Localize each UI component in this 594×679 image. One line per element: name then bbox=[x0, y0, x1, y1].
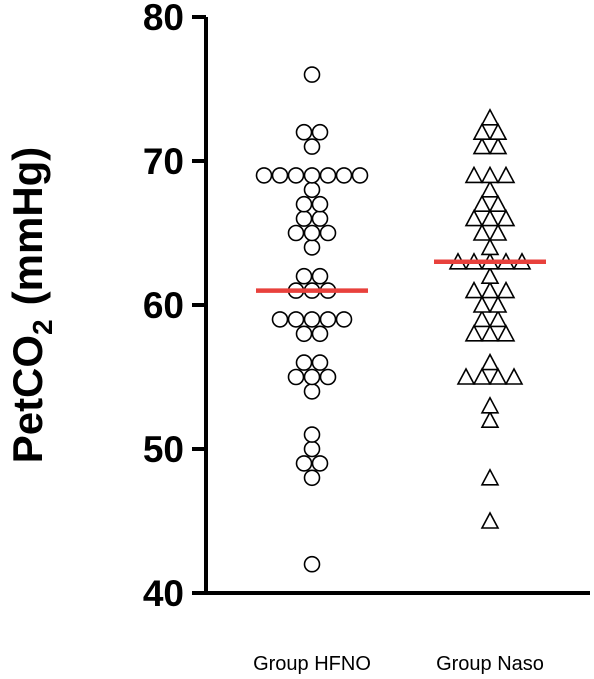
hfno-point bbox=[319, 368, 337, 386]
naso-point bbox=[496, 280, 516, 299]
hfno-point bbox=[311, 195, 329, 213]
hfno-point bbox=[287, 224, 305, 242]
naso-point bbox=[480, 237, 500, 256]
naso-point bbox=[480, 165, 500, 184]
naso-point bbox=[472, 367, 492, 385]
hfno-point bbox=[271, 311, 289, 328]
naso-point bbox=[480, 396, 500, 414]
naso-point bbox=[464, 165, 484, 184]
naso-point bbox=[464, 280, 484, 299]
hfno-point bbox=[295, 267, 313, 285]
hfno-point bbox=[303, 440, 321, 458]
hfno-point bbox=[303, 426, 321, 443]
hfno-point bbox=[335, 311, 353, 328]
hfno-point bbox=[295, 210, 313, 227]
hfno-point bbox=[287, 167, 305, 184]
hfno-point bbox=[351, 167, 369, 184]
y-tick-label: 70 bbox=[143, 141, 184, 182]
naso-point bbox=[472, 295, 492, 313]
naso-point bbox=[488, 122, 508, 140]
hfno-point bbox=[311, 325, 329, 343]
svg-text:PetCO2(mmHg): PetCO2 (mmHg) bbox=[4, 147, 58, 464]
naso-point bbox=[488, 295, 508, 313]
hfno-point bbox=[303, 311, 321, 328]
naso-point bbox=[480, 266, 500, 285]
naso-point bbox=[464, 208, 484, 227]
y-axis-label-subscript: 2 bbox=[27, 319, 58, 335]
data-points bbox=[255, 66, 532, 573]
naso-point bbox=[480, 410, 500, 429]
axes bbox=[204, 17, 590, 595]
hfno-point bbox=[303, 239, 321, 256]
naso-point bbox=[480, 180, 500, 198]
category-labels: Group HFNO Group Naso bbox=[253, 653, 544, 675]
hfno-point bbox=[295, 325, 313, 343]
naso-point bbox=[496, 208, 516, 227]
hfno-point bbox=[303, 368, 321, 386]
naso-point bbox=[480, 108, 500, 126]
naso-point bbox=[480, 208, 500, 227]
hfno-point bbox=[335, 167, 353, 184]
naso-point bbox=[480, 352, 500, 371]
hfno-point bbox=[271, 167, 289, 184]
y-tick-label: 60 bbox=[143, 285, 184, 326]
hfno-point bbox=[303, 469, 321, 487]
naso-point bbox=[472, 122, 492, 140]
y-tick-label: 80 bbox=[143, 0, 184, 38]
hfno-point bbox=[303, 224, 321, 242]
category-label: Group Naso bbox=[436, 653, 544, 675]
hfno-point bbox=[303, 555, 321, 573]
naso-point bbox=[456, 367, 476, 385]
y-axis-label-unit: (mmHg) bbox=[4, 147, 51, 306]
naso-point bbox=[472, 223, 492, 241]
hfno-point bbox=[295, 123, 313, 141]
naso-point bbox=[480, 280, 500, 299]
hfno-point bbox=[295, 455, 313, 472]
naso-point bbox=[496, 165, 516, 184]
hfno-point bbox=[287, 368, 305, 386]
naso-point bbox=[504, 367, 524, 385]
hfno-point bbox=[303, 66, 321, 83]
median-lines bbox=[256, 259, 546, 293]
naso-point bbox=[488, 194, 508, 212]
naso-point bbox=[472, 309, 492, 328]
hfno-point bbox=[319, 311, 337, 328]
naso-point bbox=[480, 468, 500, 486]
naso-point bbox=[488, 136, 508, 155]
hfno-point bbox=[311, 354, 329, 371]
hfno-point bbox=[319, 224, 337, 242]
hfno-point bbox=[295, 354, 313, 371]
y-tick-label: 40 bbox=[143, 573, 184, 614]
naso-point bbox=[488, 223, 508, 241]
y-tick-label: 50 bbox=[143, 429, 184, 470]
hfno-point bbox=[295, 195, 313, 213]
y-ticks: 40 50 60 70 80 bbox=[143, 0, 206, 614]
hfno-point bbox=[311, 455, 329, 472]
hfno-point bbox=[303, 383, 321, 400]
naso-point bbox=[472, 194, 492, 212]
hfno-point bbox=[311, 123, 329, 141]
hfno-point bbox=[303, 167, 321, 184]
naso-point bbox=[488, 309, 508, 328]
hfno-point bbox=[287, 311, 305, 328]
category-label: Group HFNO bbox=[253, 653, 371, 675]
naso-point bbox=[496, 324, 516, 342]
hfno-point bbox=[311, 210, 329, 227]
naso-point bbox=[464, 324, 484, 342]
hfno-point bbox=[319, 167, 337, 184]
naso-point bbox=[488, 367, 508, 385]
y-axis-label-main: PetCO bbox=[4, 335, 51, 463]
y-axis-label: PetCO2 (mmHg) bbox=[4, 147, 58, 464]
hfno-point bbox=[311, 267, 329, 285]
naso-point bbox=[480, 324, 500, 342]
naso-point bbox=[472, 136, 492, 155]
hfno-point bbox=[303, 138, 321, 155]
naso-point bbox=[480, 511, 500, 529]
hfno-point bbox=[255, 167, 273, 184]
hfno-point bbox=[303, 181, 321, 199]
